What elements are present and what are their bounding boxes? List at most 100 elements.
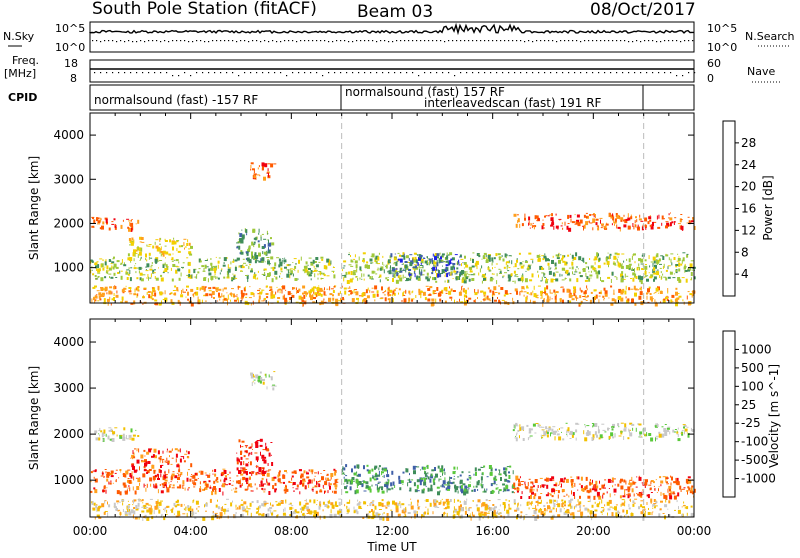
echo-cell [640,291,643,295]
echo-cell [686,266,687,267]
echo-cell [282,260,283,264]
echo-cell [108,302,109,306]
echo-cell [259,295,261,299]
echo-cell [683,427,685,429]
echo-cell [233,294,235,298]
echo-cell [250,447,252,449]
echo-cell [402,510,404,513]
date-title: 08/Oct/2017 [590,0,696,20]
echo-cell [691,513,694,517]
echo-cell [180,474,181,477]
echo-cell [506,256,507,258]
echo-cell [267,233,268,234]
echo-cell [234,300,237,302]
echo-cell [551,476,554,479]
echo-cell [402,484,403,485]
echo-cell [194,292,196,293]
echo-cell [167,449,168,451]
echo-cell [529,430,531,433]
echo-cell [595,431,597,435]
echo-cell [534,510,537,514]
echo-cell [388,298,391,300]
echo-cell [494,510,496,514]
echo-cell [338,499,341,500]
echo-cell [674,257,676,260]
echo-cell [417,511,418,514]
echo-cell [361,273,362,277]
echo-cell [245,510,248,512]
echo-cell [238,480,241,484]
echo-cell [313,491,314,492]
echo-cell [153,470,155,474]
beam-title: Beam 03 [357,2,433,22]
echo-cell [670,213,671,214]
echo-cell [129,435,132,438]
echo-cell [450,477,452,479]
echo-cell [499,509,500,510]
nave-dot [340,72,341,73]
echo-cell [318,262,320,263]
echo-cell [235,487,236,490]
echo-cell [568,223,570,224]
echo-cell [607,491,608,493]
echo-cell [123,473,125,477]
echo-cell [389,300,390,301]
echo-cell [260,377,262,381]
echo-cell [678,263,680,267]
echo-cell [143,295,144,298]
echo-cell [275,501,277,502]
echo-cell [344,474,345,475]
echo-cell [245,229,247,233]
echo-cell [557,256,559,257]
echo-cell [111,263,113,264]
echo-cell [566,494,567,496]
echo-cell [188,263,189,266]
echo-cell [553,272,555,276]
echo-cell [258,271,259,273]
echo-cell [264,163,267,167]
echo-cell [205,265,207,269]
nave-dot [250,72,251,73]
nave-label: Nave [747,65,775,78]
echo-cell [260,481,261,483]
echo-cell [524,218,526,221]
echo-cell [166,488,169,492]
echo-cell [358,484,360,485]
echo-cell [202,286,205,290]
echo-cell [435,299,436,303]
echo-cell [254,293,255,297]
echo-cell [599,502,600,505]
echo-cell [160,275,162,277]
nsearch-dot [572,40,573,41]
echo-cell [133,450,134,454]
echo-cell [420,272,422,276]
echo-cell [323,488,324,489]
echo-cell [589,214,591,216]
echo-cell [133,435,136,437]
echo-cell [349,500,350,504]
echo-cell [215,276,216,279]
echo-cell [540,485,541,488]
echo-cell [629,500,630,501]
echo-cell [149,244,152,245]
nave-dot [214,72,215,73]
nave-dot [436,72,437,73]
echo-cell [273,371,275,372]
echo-cell [359,295,362,296]
echo-cell [129,487,130,491]
echo-cell [646,432,647,436]
echo-cell [446,293,448,294]
echo-cell [562,256,564,259]
echo-cell [111,291,112,294]
echo-cell [530,300,531,303]
echo-cell [102,260,104,261]
echo-cell [444,287,447,290]
echo-cell [262,274,265,275]
echo-cell [610,254,612,256]
echo-cell [335,482,338,483]
echo-cell [129,439,131,440]
echo-cell [378,483,380,484]
echo-cell [271,376,273,380]
echo-cell [317,482,318,483]
echo-cell [258,253,261,257]
